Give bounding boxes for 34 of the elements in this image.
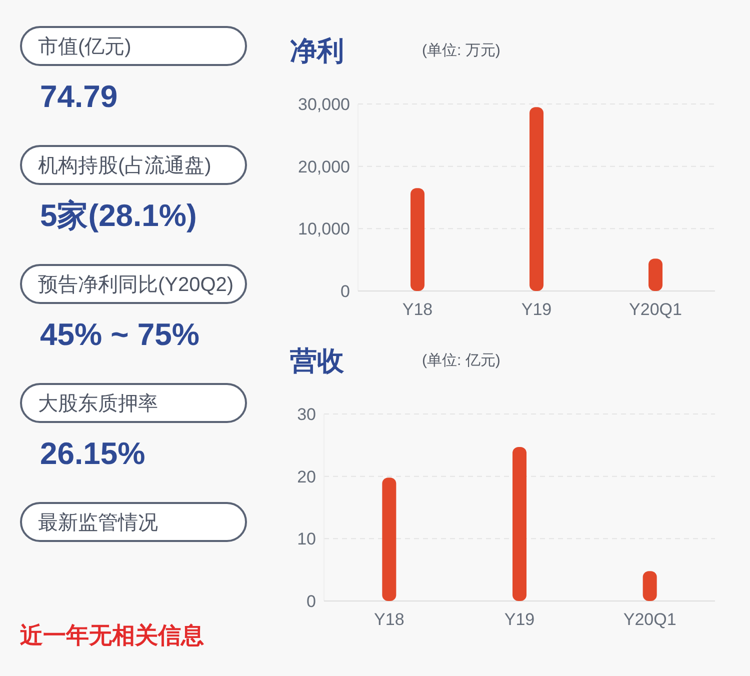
text: 26.15% bbox=[40, 436, 146, 471]
bar bbox=[382, 478, 396, 601]
x-tick-label: Y18 bbox=[374, 610, 404, 629]
x-tick-label: Y19 bbox=[521, 300, 552, 319]
chart-subtitle: (单位: 亿元) bbox=[422, 352, 500, 369]
text: 最新监管情况 bbox=[38, 512, 158, 534]
bar bbox=[642, 571, 657, 601]
text: 市值(亿元) bbox=[38, 36, 132, 58]
y-tick-label: 30,000 bbox=[298, 95, 350, 114]
chart-subtitle: (单位: 万元) bbox=[422, 42, 500, 59]
bar bbox=[648, 258, 662, 291]
x-tick-label: Y18 bbox=[402, 300, 433, 319]
text: 机构持股(占流通盘) bbox=[38, 155, 212, 177]
y-tick-label: 20 bbox=[297, 467, 316, 486]
y-tick-label: 10,000 bbox=[298, 220, 350, 239]
x-tick-label: Y19 bbox=[504, 610, 535, 629]
y-tick-label: 0 bbox=[306, 592, 316, 611]
bar bbox=[530, 107, 544, 291]
text: 5家(28.1%) bbox=[40, 198, 197, 233]
text: 近一年无相关信息 bbox=[19, 622, 204, 648]
y-tick-label: 0 bbox=[340, 282, 350, 301]
text: 预告净利同比(Y20Q2) bbox=[38, 274, 234, 296]
chart-title: 营收 bbox=[289, 346, 345, 376]
x-tick-label: Y20Q1 bbox=[629, 300, 682, 319]
text: 45% ~ 75% bbox=[40, 317, 200, 352]
text: 大股东质押率 bbox=[38, 393, 158, 415]
y-tick-label: 20,000 bbox=[298, 157, 350, 176]
y-tick-label: 30 bbox=[297, 405, 316, 424]
bar bbox=[410, 188, 424, 291]
x-tick-label: Y20Q1 bbox=[623, 610, 676, 629]
y-tick-label: 10 bbox=[297, 530, 316, 549]
bar bbox=[512, 447, 526, 601]
text: 74.79 bbox=[40, 79, 118, 114]
chart-title: 净利 bbox=[290, 36, 344, 66]
